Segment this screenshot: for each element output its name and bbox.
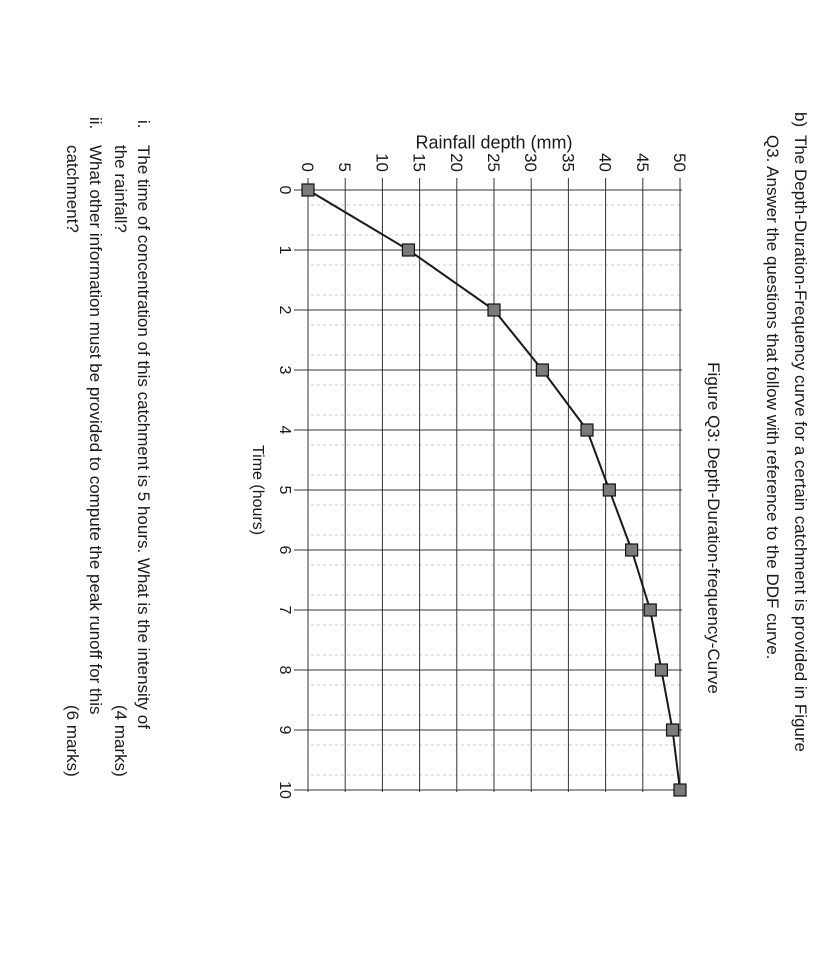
data-point — [625, 543, 639, 557]
y-tick-label: 45 — [633, 153, 652, 172]
subquestion-2-line2: catchment? — [63, 145, 82, 233]
y-tick-label: 50 — [670, 153, 689, 172]
y-tick-label: 20 — [447, 153, 466, 172]
x-tick-label: 6 — [276, 546, 293, 555]
x-tick-label: 2 — [276, 306, 293, 315]
chart-title: Figure Q3: Depth-Duration-frequency-Curv… — [704, 362, 723, 694]
y-tick-label: 25 — [484, 153, 503, 172]
data-point — [654, 663, 668, 677]
y-tick-label: 10 — [372, 153, 391, 172]
subquestion-2-line1: What other information must be provided … — [86, 145, 105, 715]
subquestion-1-line2: the rainfall? — [111, 145, 130, 233]
y-tick-label: 35 — [558, 153, 577, 172]
data-point — [673, 783, 687, 797]
subquestion-2-number: ii. — [86, 117, 105, 130]
data-point — [535, 363, 549, 377]
data-point — [643, 603, 657, 617]
x-tick-label: 1 — [276, 246, 293, 255]
x-axis-title: Time (hours) — [249, 444, 266, 536]
y-tick-label: 30 — [521, 153, 540, 172]
data-point — [487, 303, 501, 317]
subquestion-2-marks: (6 marks) — [63, 705, 82, 777]
y-tick-label: 15 — [410, 153, 429, 172]
x-tick-label: 10 — [276, 781, 293, 799]
y-axis-title: Rainfall depth (mm) — [415, 132, 573, 153]
subquestion-1-marks: (4 marks) — [111, 705, 130, 777]
x-tick-label: 5 — [276, 486, 293, 495]
x-tick-label: 7 — [276, 606, 293, 615]
subquestion-1-line1: The time of concentration of this catchm… — [134, 145, 153, 729]
data-point — [580, 423, 594, 437]
x-tick-label: 0 — [276, 186, 293, 195]
x-tick-label: 9 — [276, 726, 293, 735]
data-point — [301, 183, 315, 197]
data-point — [602, 483, 616, 497]
data-point — [665, 723, 680, 737]
subquestion-1-number: i. — [134, 120, 153, 129]
x-tick-label: 8 — [276, 666, 293, 675]
x-tick-label: 4 — [276, 426, 293, 435]
y-tick-label: 40 — [596, 153, 615, 172]
y-tick-label: 5 — [335, 163, 354, 172]
y-tick-label: 0 — [298, 163, 317, 172]
data-point — [401, 243, 416, 257]
x-tick-label: 3 — [276, 366, 293, 375]
